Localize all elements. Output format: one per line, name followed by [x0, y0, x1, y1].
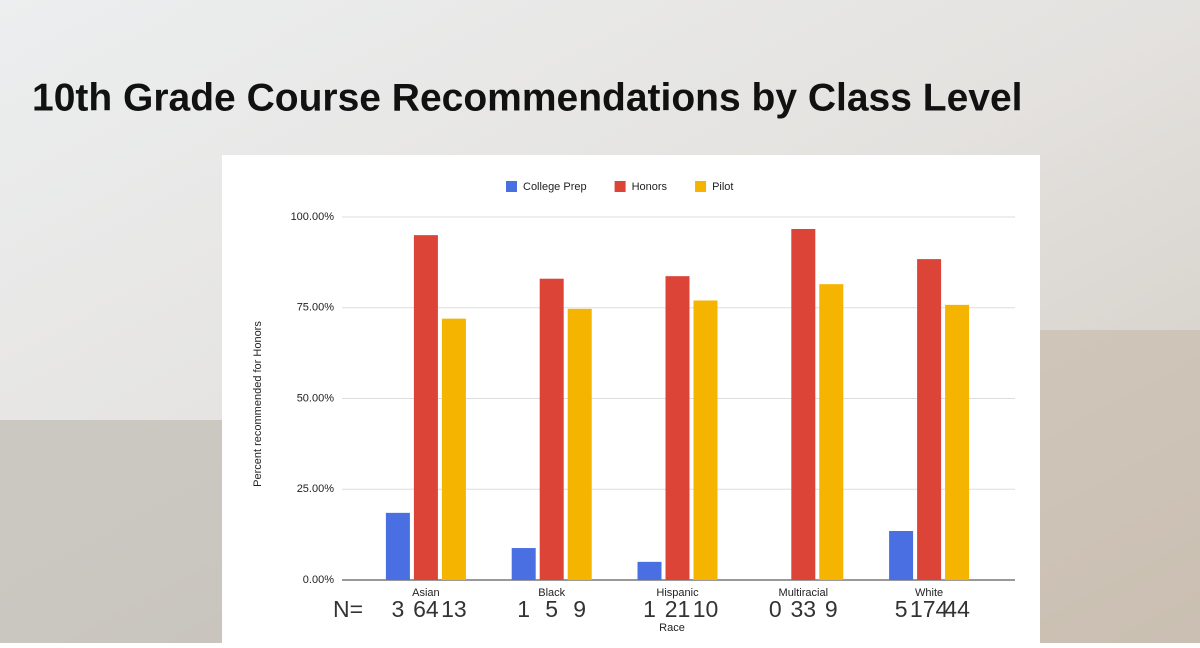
n-count: 1 [643, 596, 656, 622]
background-building [1040, 330, 1200, 643]
legend-swatch [695, 181, 707, 192]
x-tick-label: Hispanic [656, 587, 699, 599]
slide-title: 10th Grade Course Recommendations by Cla… [32, 76, 1023, 119]
bar [917, 259, 942, 580]
legend-label: Pilot [712, 181, 733, 193]
y-tick-label: 0.00% [303, 574, 334, 586]
n-count: 10 [693, 596, 719, 622]
bar [945, 304, 970, 580]
y-tick-label: 50.00% [297, 392, 335, 404]
bar [637, 561, 662, 580]
bar [693, 300, 718, 580]
background-ground [0, 420, 222, 643]
n-count: 44 [944, 596, 970, 622]
x-tick-label: Multiracial [779, 587, 829, 599]
n-count: 174 [910, 596, 949, 622]
n-count: 21 [665, 596, 691, 622]
x-tick-label: Black [538, 587, 565, 599]
n-count: 33 [791, 596, 817, 622]
bar [567, 308, 592, 580]
legend-label: College Prep [523, 181, 587, 193]
bar [665, 276, 690, 580]
bar [539, 278, 564, 580]
bar [441, 318, 466, 580]
legend-swatch [506, 181, 517, 192]
n-count: 9 [825, 596, 838, 622]
bar [413, 235, 438, 580]
x-tick-label: White [915, 587, 943, 599]
y-tick-label: 100.00% [291, 211, 335, 223]
legend-swatch [614, 181, 626, 192]
n-count: 9 [573, 596, 586, 622]
n-label: N= [333, 596, 363, 622]
bar [511, 548, 536, 580]
bar [819, 284, 844, 580]
x-tick-label: Asian [412, 587, 440, 599]
n-count: 5 [545, 596, 558, 622]
bar [385, 512, 410, 580]
n-count: 13 [441, 596, 467, 622]
n-count: 5 [895, 596, 908, 622]
y-tick-label: 25.00% [297, 483, 335, 495]
y-tick-label: 75.00% [297, 302, 335, 314]
n-count: 0 [769, 596, 782, 622]
y-axis-label: Percent recommended for Honors [252, 321, 264, 487]
x-axis-label: Race [659, 622, 685, 634]
n-count: 64 [413, 596, 439, 622]
n-count: 3 [392, 596, 405, 622]
bar [791, 228, 816, 580]
n-count: 1 [517, 596, 530, 622]
bar [889, 530, 914, 580]
legend-label: Honors [632, 181, 668, 193]
